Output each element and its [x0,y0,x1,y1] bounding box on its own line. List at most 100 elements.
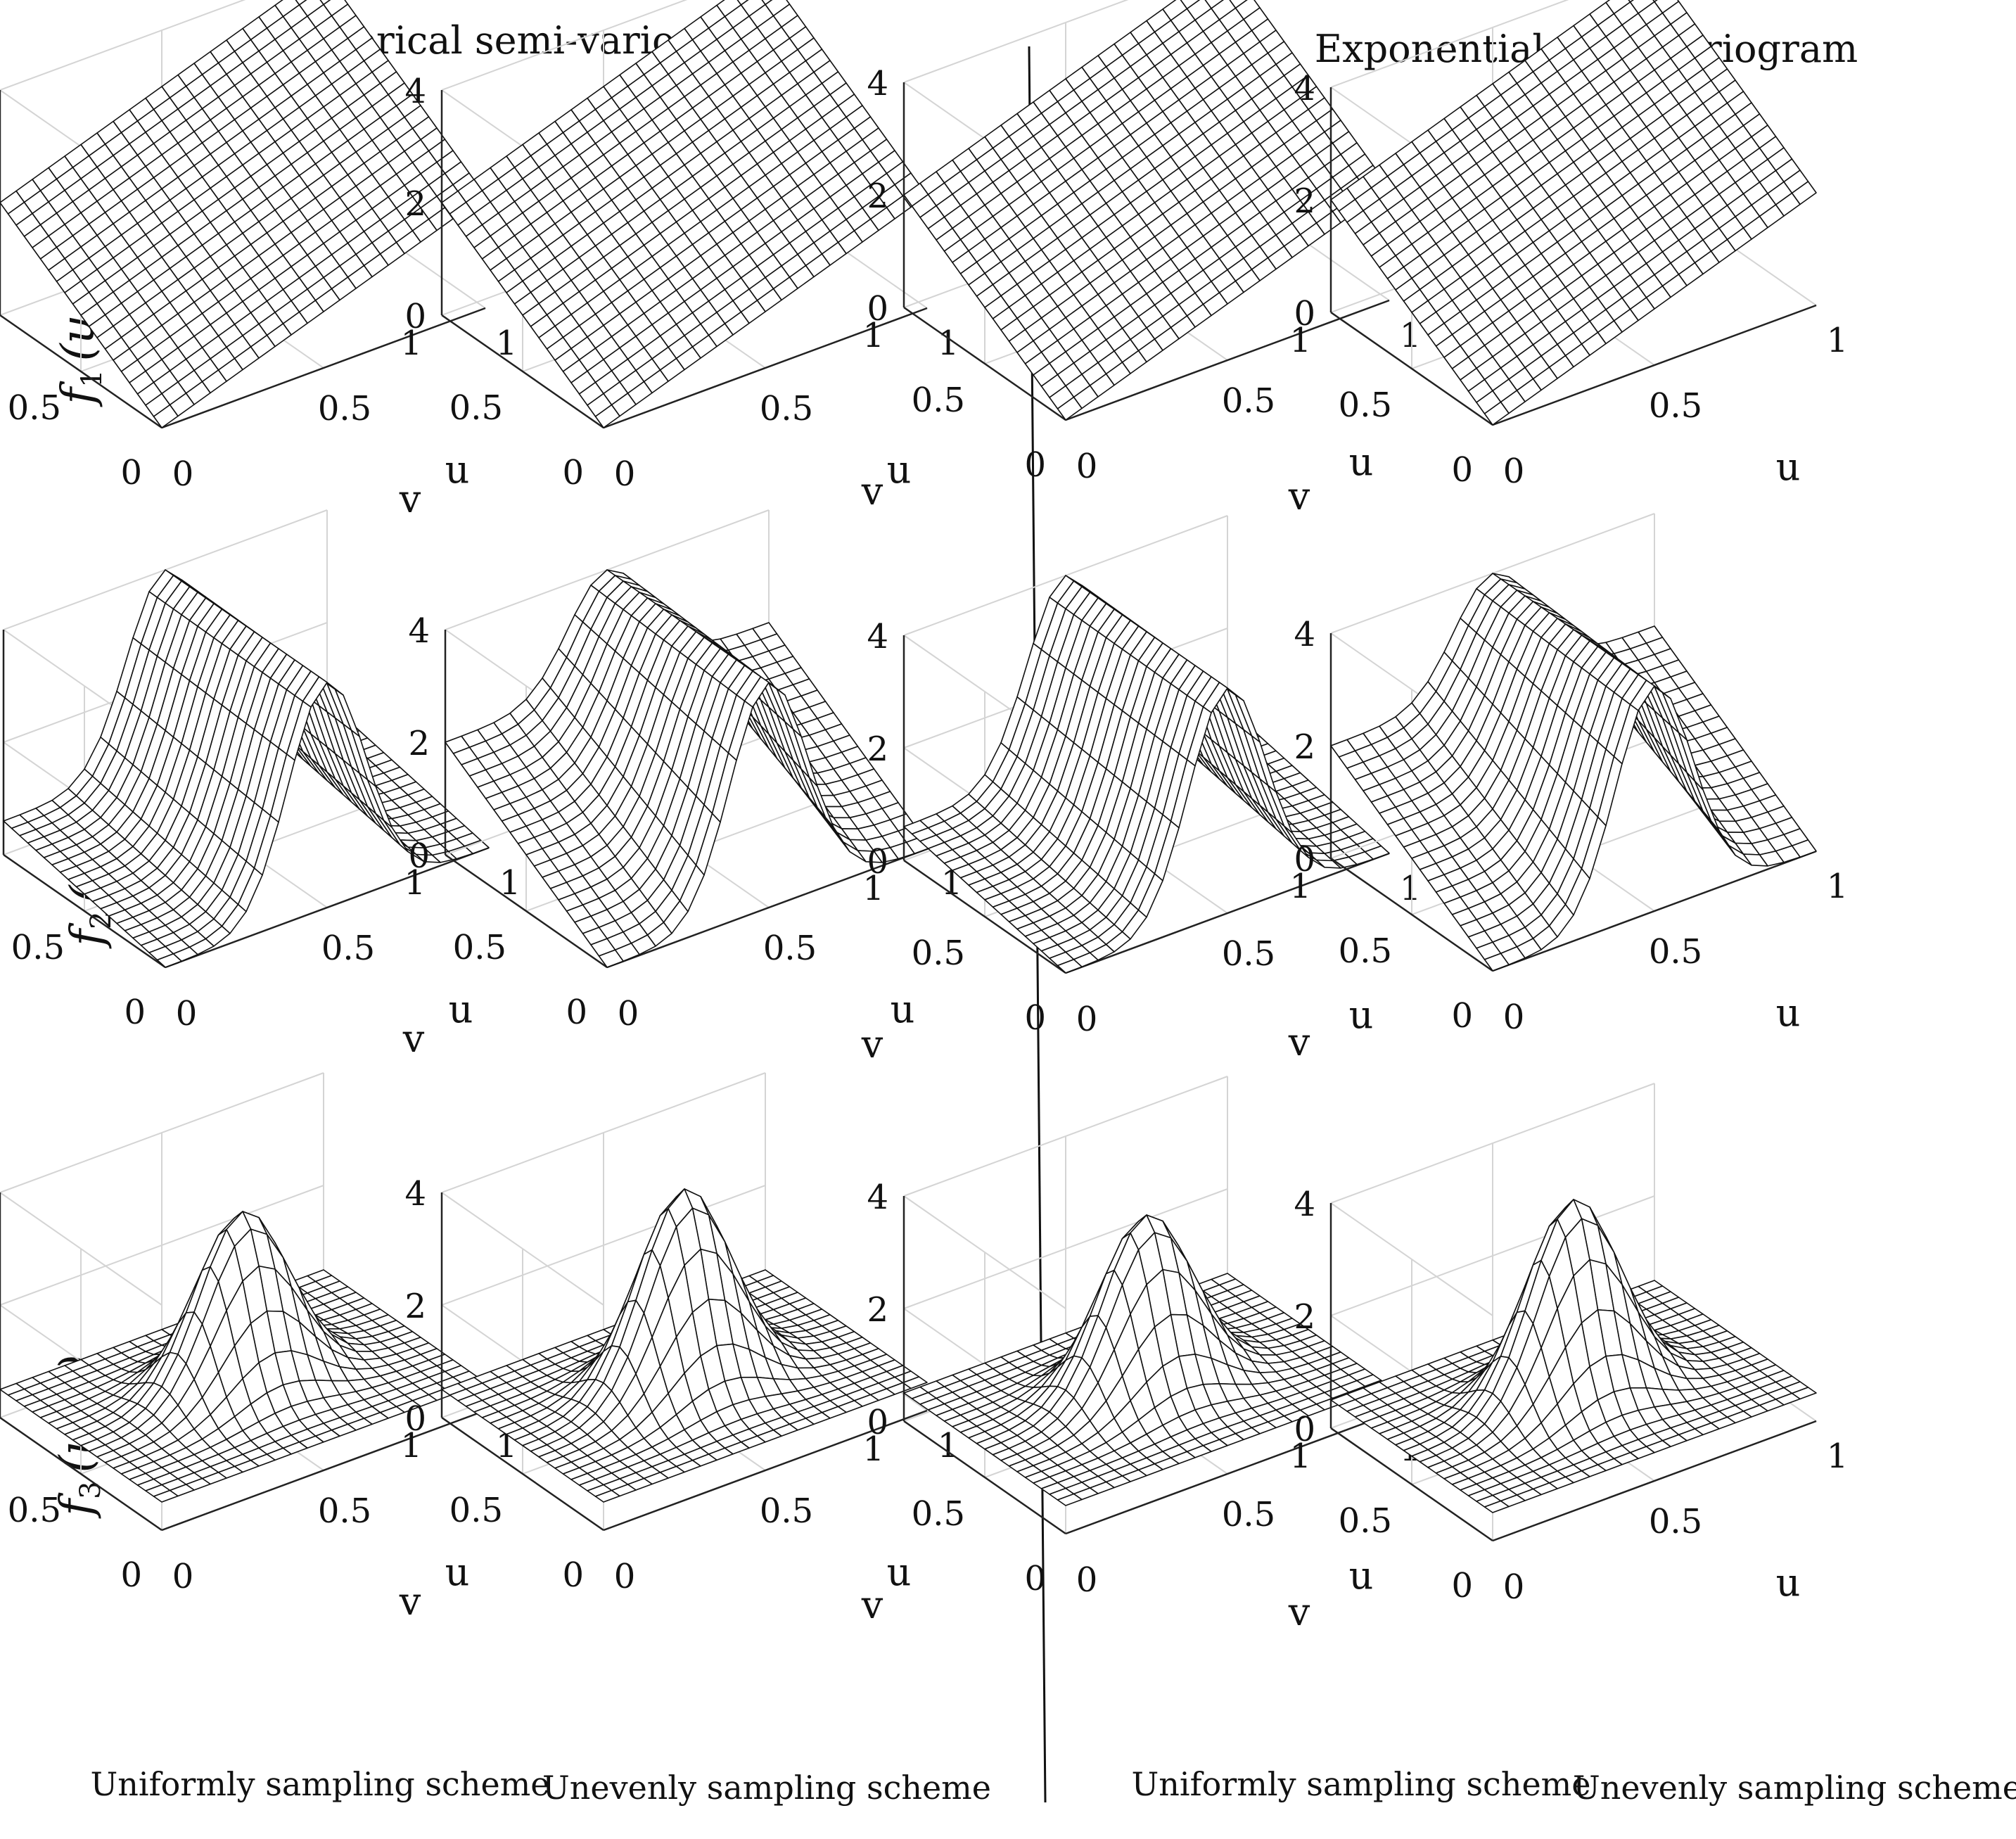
x-tick-label: 0 [172,1557,194,1596]
x-axis-label: u [1776,991,1801,1035]
x-tick-label: 0.5 [1222,1495,1275,1534]
z-tick-label: 2 [404,1287,426,1326]
z-tick-label: 4 [404,72,426,111]
y-tick-label: 0 [562,1555,584,1595]
x-tick-label: 0.5 [318,1491,371,1531]
x-tick-label: 1 [496,324,518,363]
z-tick-label: 2 [404,184,426,224]
z-tick-label: 2 [408,724,430,763]
x-tick-label: 0.5 [1222,381,1275,421]
x-axis-label: u [445,447,470,492]
scheme-label-spherical-uniform: Uniformly sampling scheme [90,1765,549,1803]
y-tick-label: 0.5 [11,928,65,967]
z-tick-label: 4 [408,611,430,651]
y-tick-label: 0 [1451,996,1473,1036]
axes-lines [902,1196,1390,1535]
surface-mesh [0,1211,486,1503]
x-tick-label: 0 [614,1557,636,1596]
x-tick-label: 0.5 [763,929,817,968]
z-tick-label: 0 [1294,1410,1315,1449]
x-tick-label: 0.5 [321,929,375,968]
x-tick-label: 0 [614,454,636,494]
y-tick-label: 0.5 [8,388,61,428]
z-tick-label: 0 [1294,294,1315,333]
axes-lines [902,635,1390,974]
x-tick-label: 1 [1827,321,1849,360]
z-tick-label: 2 [1294,727,1315,767]
x-axis-label: u [1349,440,1374,484]
y-tick-label: 1 [400,1426,422,1465]
y-tick-label: 1 [1289,321,1311,360]
x-tick-label: 0 [172,454,194,494]
y-tick-label: 0.5 [1339,386,1392,425]
y-tick-label: 0 [1024,998,1046,1038]
x-tick-label: 0.5 [1222,934,1275,974]
z-tick-label: 2 [1294,182,1315,221]
surface-mesh [3,569,490,968]
axes-lines [0,90,486,429]
z-tick-label: 2 [1294,1297,1315,1337]
x-tick-label: 1 [1827,1437,1849,1476]
surface-mesh [441,0,928,428]
x-tick-label: 0.5 [1649,932,1702,972]
z-tick-label: 0 [867,1403,888,1442]
x-tick-label: 0.5 [760,389,813,428]
x-tick-label: 1 [1400,869,1422,908]
x-tick-label: 1 [1400,316,1422,355]
surface-mesh [903,1214,1390,1506]
x-tick-label: 0.5 [318,389,371,428]
y-tick-label: 1 [862,1430,884,1469]
y-axis-label: v [399,1579,421,1624]
axes-lines [2,630,490,969]
x-axis-label: u [891,987,915,1031]
z-tick-label: 4 [1294,69,1315,108]
x-axis-label: u [1349,1553,1374,1598]
y-axis-label: v [861,469,883,514]
y-tick-label: 0.5 [1339,931,1392,971]
z-tick-label: 4 [867,617,888,656]
surface-mesh [903,575,1390,974]
x-axis-label: u [445,1550,470,1594]
scheme-label-exponential-uniform: Uniformly sampling scheme [1131,1765,1590,1803]
axes-lines [440,1192,928,1532]
y-tick-label: 1 [1289,867,1311,906]
x-axis-label: u [887,1550,912,1594]
y-tick-label: 0 [124,993,146,1032]
y-tick-label: 0 [1451,1566,1473,1605]
scheme-label-spherical-uneven: Unevenly sampling scheme [542,1769,991,1807]
y-axis-label: v [1288,474,1310,518]
y-tick-label: 1 [400,324,422,363]
x-tick-label: 1 [1827,867,1849,906]
y-axis-label: v [1288,1020,1310,1064]
x-axis-label: u [1349,993,1374,1037]
x-tick-label: 0 [1503,998,1525,1037]
z-tick-label: 2 [867,177,888,216]
surface-panels: 02400.5100.51uv02400.5100.51uv02400.5100… [0,0,1848,1634]
surface-mesh [1330,1199,1817,1513]
surface-mesh [441,1188,928,1503]
scheme-label-exponential-uneven: Unevenly sampling scheme [1573,1769,2016,1807]
x-tick-label: 0 [1503,1567,1525,1607]
x-axis-label: u [1776,445,1801,489]
x-axis-label: u [1776,1560,1801,1605]
surface-mesh [445,569,931,968]
y-tick-label: 1 [862,316,884,355]
y-axis-label: v [861,1583,883,1627]
y-axis-label: v [861,1022,883,1067]
y-tick-label: 0.5 [453,928,506,967]
x-tick-label: 1 [938,1426,959,1465]
y-tick-label: 0.5 [912,1494,965,1534]
z-tick-label: 0 [867,842,888,882]
